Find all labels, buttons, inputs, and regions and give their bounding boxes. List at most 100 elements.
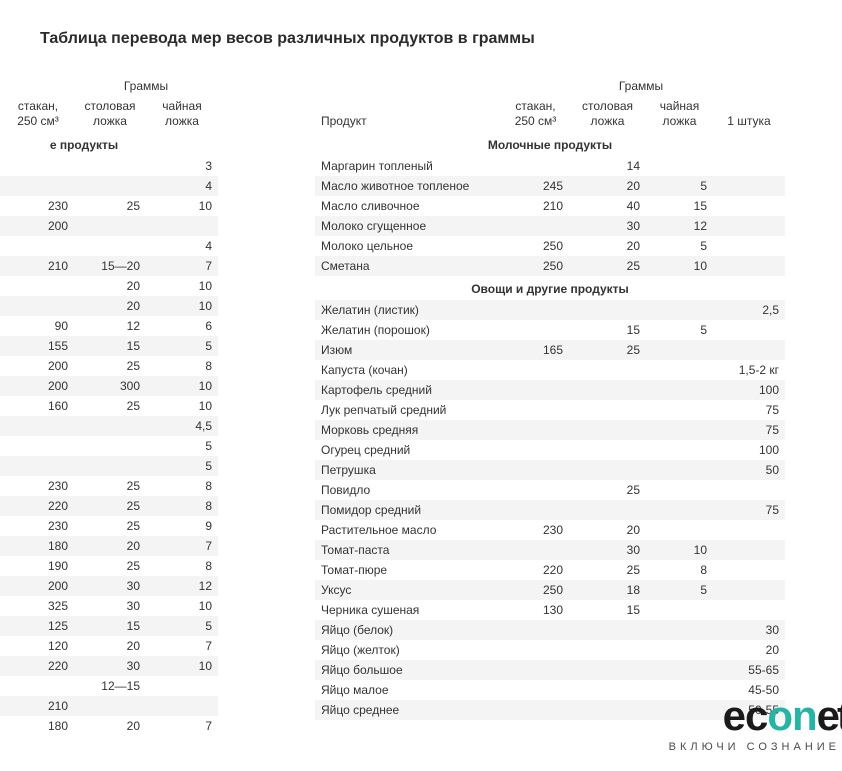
cell-tablespoon: 25 [74,516,146,536]
cell-glass [2,176,74,196]
cell-tablespoon: 15 [569,600,646,620]
cell-glass [2,436,74,456]
table-row: Молочные продукты [315,132,785,156]
cell-tablespoon: 20 [74,536,146,556]
cell-product: Огурец средний [315,440,502,460]
table-row: 230259 [0,516,218,536]
col-glass: стакан,250 см³ [2,96,74,132]
table-row: 20030010 [0,376,218,396]
logo-part-on: on [767,692,816,739]
cell-teaspoon: 10 [146,376,218,396]
table-row: Капуста (кочан)1,5-2 кг [315,360,785,380]
cell-tablespoon: 15 [569,320,646,340]
table-row: Уксус250185 [315,580,785,600]
cell-tablespoon: 12—15 [74,676,146,696]
cell-tablespoon: 25 [569,480,646,500]
cell-teaspoon [646,400,713,420]
cell-teaspoon: 5 [146,336,218,356]
cell-glass [2,236,74,256]
cell-glass [502,480,569,500]
cell-glass: 210 [2,696,74,716]
table-row: Желатин (листик)2,5 [315,300,785,320]
table-row: 230258 [0,476,218,496]
cell-glass: 180 [2,536,74,556]
table-row: Яйцо (белок)30 [315,620,785,640]
cell-piece: 75 [713,400,785,420]
cell-teaspoon: 4,5 [146,416,218,436]
table-row: 200258 [0,356,218,376]
col-tablespoon: столоваяложка [74,96,146,132]
cell-piece [713,236,785,256]
cell-glass: 250 [502,236,569,256]
cell-tablespoon [569,500,646,520]
table-row: Черника сушеная13015 [315,600,785,620]
cell-piece: 55-65 [713,660,785,680]
table-row: 4,5 [0,416,218,436]
cell-piece [713,600,785,620]
cell-teaspoon [646,500,713,520]
cell-teaspoon: 15 [646,196,713,216]
cell-teaspoon: 5 [146,616,218,636]
table-row: 180207 [0,536,218,556]
cell-piece [713,156,785,176]
cell-teaspoon: 5 [646,580,713,600]
cell-piece [713,196,785,216]
cell-teaspoon: 7 [146,256,218,276]
table-row: 155155 [0,336,218,356]
cell-glass: 160 [2,396,74,416]
table-row: 190258 [0,556,218,576]
cell-tablespoon [569,460,646,480]
cell-glass: 230 [2,196,74,216]
col-teaspoon: чайнаяложка [646,96,713,132]
cell-tablespoon [74,456,146,476]
cell-piece: 100 [713,440,785,460]
cell-tablespoon: 300 [74,376,146,396]
cell-glass: 230 [2,516,74,536]
cell-piece [713,580,785,600]
cell-glass [502,156,569,176]
cell-glass: 200 [2,576,74,596]
cell-tablespoon: 25 [569,340,646,360]
cell-glass: 200 [2,376,74,396]
cell-glass [502,640,569,660]
cell-tablespoon [74,216,146,236]
logo-tagline: ВКЛЮЧИ СОЗНАНИЕ [669,741,840,753]
cell-glass: 90 [2,316,74,336]
cell-product: Яйцо среднее [315,700,502,720]
cell-teaspoon: 4 [146,236,218,256]
cell-teaspoon: 8 [146,356,218,376]
table-row: Повидло25 [315,480,785,500]
cell-teaspoon [146,676,218,696]
cell-teaspoon [646,380,713,400]
cell-teaspoon: 10 [146,276,218,296]
cell-glass: 125 [2,616,74,636]
cell-piece: 2,5 [713,300,785,320]
cell-teaspoon: 10 [646,256,713,276]
table-row: 120207 [0,636,218,656]
cell-product: Молоко цельное [315,236,502,256]
cell-tablespoon [569,400,646,420]
table-row: Яйцо большое55-65 [315,660,785,680]
cell-piece: 30 [713,620,785,640]
cell-product: Яйцо (желток) [315,640,502,660]
cell-teaspoon: 10 [146,296,218,316]
cell-tablespoon: 25 [74,496,146,516]
cell-teaspoon [646,420,713,440]
table-row: 2302510 [0,196,218,216]
table-row: Изюм16525 [315,340,785,360]
col-product: Продукт [315,96,502,132]
page-root: Таблица перевода мер весов различных про… [0,0,842,771]
cell-glass: 190 [2,556,74,576]
cell-glass: 200 [2,216,74,236]
cell-teaspoon: 8 [646,560,713,580]
table-row: 2010 [0,276,218,296]
right-table-head: Граммы Продукт стакан,250 см³ столоваяло… [315,76,785,132]
cell-tablespoon: 20 [569,520,646,540]
cell-product: Помидор средний [315,500,502,520]
col-grams-label: Граммы [74,76,218,96]
cell-product: Черника сушеная [315,600,502,620]
cell-piece: 75 [713,420,785,440]
cell-tablespoon [569,420,646,440]
table-row: 21015—207 [0,256,218,276]
cell-tablespoon: 15—20 [74,256,146,276]
